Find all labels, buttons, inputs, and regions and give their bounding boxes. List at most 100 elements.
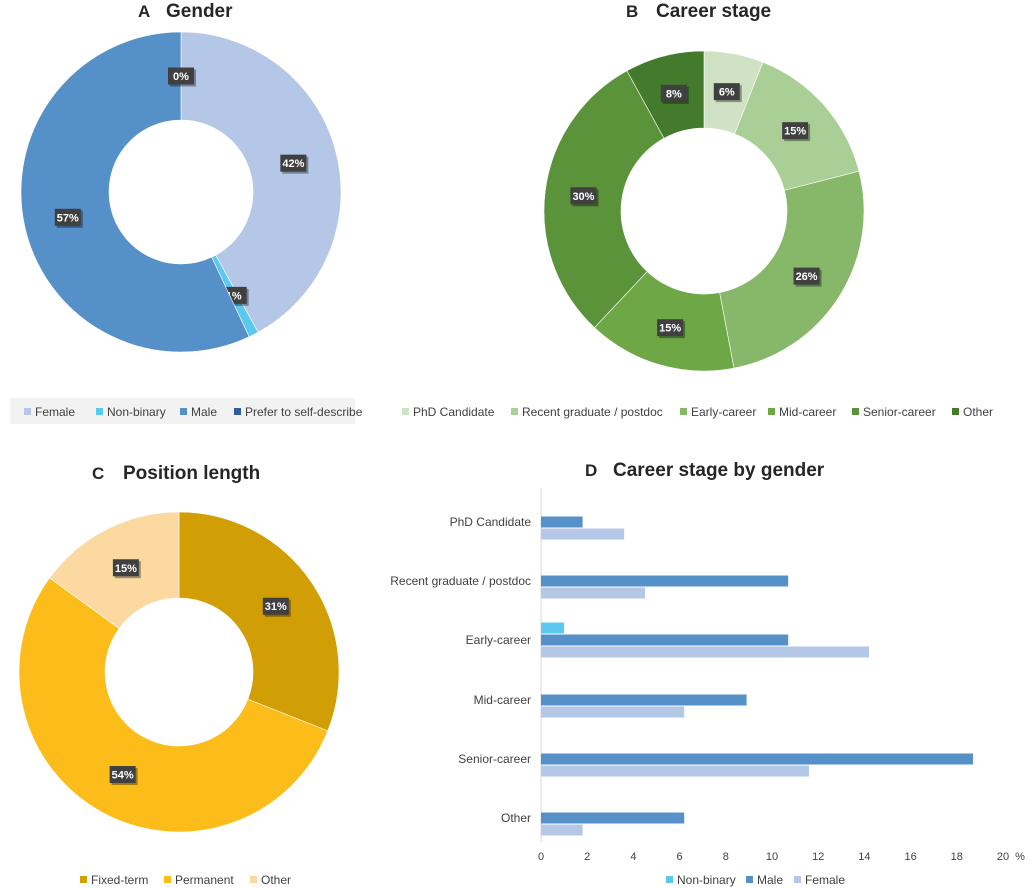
- x-tick-4: 4: [630, 851, 636, 863]
- bar-other-male: [541, 812, 685, 824]
- x-tick-14: 14: [858, 851, 870, 863]
- bar-senior-career-female: [541, 765, 809, 777]
- x-tick-12: 12: [812, 851, 824, 863]
- legend-swatch-male: [180, 408, 187, 415]
- legend-label-female: Female: [805, 873, 845, 887]
- bar-other-female: [541, 824, 583, 836]
- legend-label-permanent: Permanent: [175, 873, 234, 887]
- legend-label-prefer-to-self-describe: Prefer to self-describe: [245, 405, 363, 419]
- x-tick-0: 0: [538, 851, 544, 863]
- legend-label-other: Other: [261, 873, 291, 887]
- legend-swatch-female: [794, 876, 801, 883]
- legend-swatch-female: [24, 408, 31, 415]
- x-tick-2: 2: [584, 851, 590, 863]
- data-label-box-prefer-to-self-describe: [168, 67, 194, 85]
- legend-label-other: Other: [963, 405, 993, 419]
- x-tick-8: 8: [723, 851, 729, 863]
- legend-swatch-prefer-to-self-describe: [234, 408, 241, 415]
- category-label-senior-career: Senior-career: [458, 752, 531, 766]
- gender-legend: Female Non-binary Male Prefer to self-descr…: [24, 405, 363, 419]
- legend-swatch-early-career: [680, 408, 687, 415]
- panel-d: D Career stage by gender PhD Candidate Re…: [390, 460, 1025, 887]
- slice-male: [20, 31, 250, 353]
- data-label-senior-career: 30%: [572, 191, 594, 203]
- panel-a-letter: A: [138, 2, 150, 21]
- data-label-box-phd-candidate: [713, 83, 740, 101]
- legend-label-male: Male: [757, 873, 783, 887]
- legend-label-fixed-term: Fixed-term: [91, 873, 148, 887]
- category-label-mid-career: Mid-career: [474, 693, 531, 707]
- legend-swatch-other: [952, 408, 959, 415]
- data-label-permanent: 54%: [112, 770, 134, 782]
- x-tick-10: 10: [766, 851, 778, 863]
- legend-label-mid-career: Mid-career: [779, 405, 836, 419]
- panel-c-letter: C: [92, 464, 104, 483]
- data-label-box-permanent: [109, 766, 136, 784]
- panel-c: C Position length 31% 54% 15% Fixed-term Pe…: [18, 463, 340, 887]
- data-label-other: 15%: [115, 563, 137, 575]
- panel-b-title: Career stage: [656, 1, 771, 22]
- legend-label-female: Female: [35, 405, 75, 419]
- data-label-early-career: 26%: [796, 271, 818, 283]
- slice-female: [180, 31, 342, 333]
- data-label-female: 42%: [282, 158, 304, 170]
- career-stage-legend: PhD Candidate Recent graduate / postdoc Ea…: [402, 405, 993, 419]
- data-label-recent-graduate-postdoc: 15%: [784, 126, 806, 138]
- bar-phd-candidate-male: [541, 516, 583, 528]
- legend-swatch-phd-candidate: [402, 408, 409, 415]
- x-tick-18: 18: [951, 851, 963, 863]
- data-label-box-fixed-term: [262, 597, 289, 615]
- legend-swatch-permanent: [164, 876, 171, 883]
- data-label-box-other: [660, 84, 687, 102]
- legend-label-male: Male: [191, 405, 217, 419]
- bar-recent-graduate-postdoc-male: [541, 575, 789, 587]
- legend-swatch-non-binary: [666, 876, 673, 883]
- legend-label-non-binary: Non-binary: [677, 873, 736, 887]
- slice-permanent: [18, 577, 329, 833]
- data-label-fixed-term: 31%: [265, 601, 287, 613]
- category-label-other: Other: [501, 811, 531, 825]
- career-stage-by-gender-legend: Non-binary Male Female: [666, 873, 845, 887]
- data-label-box-mid-career: [657, 319, 684, 337]
- category-label-early-career: Early-career: [466, 633, 531, 647]
- slice-fixed-term: [178, 511, 340, 732]
- data-label-phd-candidate: 6%: [719, 87, 735, 99]
- x-axis-unit: %: [1015, 851, 1025, 863]
- panel-b: B Career stage 6% 15% 26% 15% 30% 8% PhD Cand…: [402, 1, 993, 419]
- legend-label-senior-career: Senior-career: [863, 405, 936, 419]
- x-tick-6: 6: [677, 851, 683, 863]
- career-stage-donut: 6% 15% 26% 15% 30% 8%: [543, 50, 865, 372]
- slice-early-career: [719, 170, 865, 369]
- bar-senior-career-male: [541, 753, 973, 765]
- bar-phd-candidate-female: [541, 528, 625, 540]
- career-stage-by-gender-bars: PhD Candidate Recent graduate / postdoc Ea…: [390, 515, 1009, 863]
- category-label-recent-graduate-postdoc: Recent graduate / postdoc: [390, 574, 531, 588]
- bar-recent-graduate-postdoc-female: [541, 587, 645, 599]
- legend-label-non-binary: Non-binary: [107, 405, 166, 419]
- data-label-box-male: [54, 208, 81, 226]
- legend-swatch-other: [250, 876, 257, 883]
- data-label-box-other: [112, 559, 139, 577]
- x-tick-20: 20: [997, 851, 1009, 863]
- slice-senior-career: [543, 70, 665, 329]
- gender-donut: 42%1%57%0%: [20, 31, 342, 353]
- legend-label-phd-candidate: PhD Candidate: [413, 405, 495, 419]
- category-label-phd-candidate: PhD Candidate: [450, 515, 532, 529]
- data-label-box-early-career: [793, 267, 820, 285]
- legend-swatch-male: [746, 876, 753, 883]
- panel-a-title: Gender: [166, 1, 233, 22]
- legend-swatch-non-binary: [96, 408, 103, 415]
- panel-d-letter: D: [585, 461, 597, 480]
- data-label-prefer-to-self-describe: 0%: [173, 71, 189, 83]
- legend-label-early-career: Early-career: [691, 405, 756, 419]
- data-label-box-recent-graduate-postdoc: [782, 122, 809, 140]
- bar-mid-career-female: [541, 706, 685, 718]
- legend-label-recent-graduate-postdoc: Recent graduate / postdoc: [522, 405, 663, 419]
- data-label-box-female: [280, 154, 307, 172]
- bar-mid-career-male: [541, 694, 747, 706]
- data-label-male: 57%: [57, 212, 79, 224]
- data-label-box-senior-career: [570, 187, 597, 205]
- panel-c-title: Position length: [123, 463, 260, 484]
- legend-swatch-senior-career: [852, 408, 859, 415]
